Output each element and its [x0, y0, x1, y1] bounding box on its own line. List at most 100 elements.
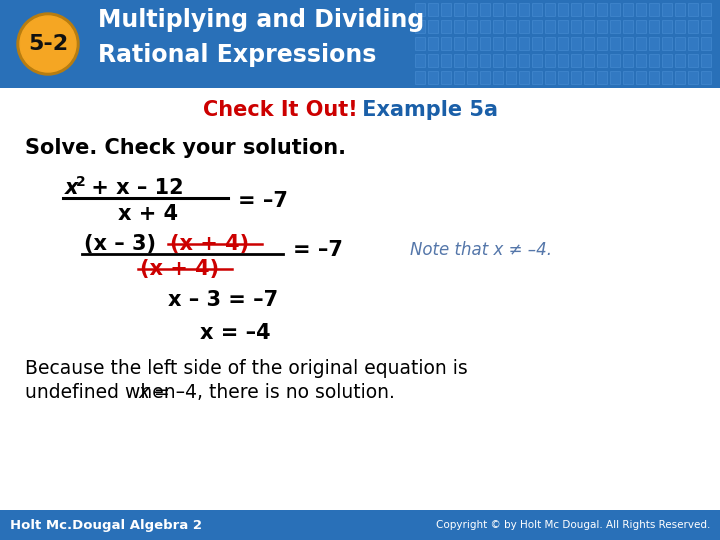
- Bar: [532, 3, 542, 16]
- Text: = –7: = –7: [293, 240, 343, 260]
- Bar: [441, 54, 451, 67]
- Text: (x + 4): (x + 4): [170, 234, 249, 254]
- Bar: [506, 37, 516, 50]
- Bar: [441, 20, 451, 33]
- Bar: [415, 54, 425, 67]
- Text: (x – 3): (x – 3): [84, 234, 156, 254]
- Bar: [428, 3, 438, 16]
- Bar: [480, 37, 490, 50]
- Bar: [584, 3, 594, 16]
- Circle shape: [17, 13, 79, 75]
- Text: Check It Out!: Check It Out!: [203, 100, 358, 120]
- Bar: [506, 3, 516, 16]
- Text: Multiplying and Dividing: Multiplying and Dividing: [98, 8, 424, 32]
- Bar: [441, 37, 451, 50]
- Bar: [415, 3, 425, 16]
- Bar: [545, 37, 555, 50]
- Bar: [441, 71, 451, 84]
- Bar: [519, 37, 529, 50]
- Bar: [701, 37, 711, 50]
- Bar: [662, 71, 672, 84]
- Bar: [688, 54, 698, 67]
- Bar: [649, 3, 659, 16]
- Bar: [532, 20, 542, 33]
- Bar: [519, 71, 529, 84]
- Text: x: x: [65, 178, 78, 198]
- Bar: [662, 37, 672, 50]
- Bar: [662, 54, 672, 67]
- Bar: [545, 20, 555, 33]
- Bar: [571, 20, 581, 33]
- Bar: [584, 54, 594, 67]
- Bar: [532, 37, 542, 50]
- Text: undefined when: undefined when: [25, 382, 181, 402]
- Bar: [636, 71, 646, 84]
- Bar: [597, 54, 607, 67]
- Bar: [610, 37, 620, 50]
- Bar: [675, 37, 685, 50]
- Bar: [610, 3, 620, 16]
- Bar: [415, 37, 425, 50]
- Bar: [467, 37, 477, 50]
- Bar: [675, 20, 685, 33]
- Bar: [597, 71, 607, 84]
- Bar: [688, 3, 698, 16]
- Bar: [454, 71, 464, 84]
- Bar: [454, 37, 464, 50]
- Bar: [415, 71, 425, 84]
- Bar: [532, 54, 542, 67]
- Bar: [571, 37, 581, 50]
- Text: Solve. Check your solution.: Solve. Check your solution.: [25, 138, 346, 158]
- Bar: [675, 54, 685, 67]
- Text: x = –4: x = –4: [200, 323, 271, 343]
- Bar: [428, 71, 438, 84]
- Text: x + 4: x + 4: [118, 204, 178, 224]
- Bar: [454, 20, 464, 33]
- Bar: [688, 37, 698, 50]
- Bar: [506, 71, 516, 84]
- Bar: [649, 37, 659, 50]
- Bar: [480, 54, 490, 67]
- Bar: [545, 71, 555, 84]
- Bar: [519, 20, 529, 33]
- Bar: [597, 3, 607, 16]
- Bar: [675, 3, 685, 16]
- Bar: [558, 37, 568, 50]
- Text: 5-2: 5-2: [28, 34, 68, 54]
- Bar: [558, 54, 568, 67]
- Bar: [597, 37, 607, 50]
- Bar: [467, 71, 477, 84]
- Bar: [493, 3, 503, 16]
- Bar: [571, 3, 581, 16]
- Bar: [545, 3, 555, 16]
- Bar: [467, 54, 477, 67]
- Bar: [519, 54, 529, 67]
- Bar: [649, 54, 659, 67]
- Bar: [636, 3, 646, 16]
- Bar: [428, 54, 438, 67]
- Bar: [662, 3, 672, 16]
- Bar: [701, 71, 711, 84]
- Circle shape: [20, 16, 76, 72]
- Bar: [480, 71, 490, 84]
- Bar: [441, 3, 451, 16]
- Text: Example 5a: Example 5a: [355, 100, 498, 120]
- Bar: [701, 54, 711, 67]
- Bar: [623, 20, 633, 33]
- Text: + x – 12: + x – 12: [84, 178, 184, 198]
- Text: (x + 4): (x + 4): [140, 259, 219, 279]
- Bar: [675, 71, 685, 84]
- Bar: [623, 37, 633, 50]
- Bar: [493, 54, 503, 67]
- Bar: [584, 71, 594, 84]
- Bar: [610, 54, 620, 67]
- Text: Rational Expressions: Rational Expressions: [98, 43, 377, 67]
- Bar: [584, 37, 594, 50]
- Bar: [662, 20, 672, 33]
- Bar: [558, 20, 568, 33]
- Bar: [493, 37, 503, 50]
- Text: Copyright © by Holt Mc Dougal. All Rights Reserved.: Copyright © by Holt Mc Dougal. All Right…: [436, 520, 710, 530]
- Bar: [545, 54, 555, 67]
- Text: = –4, there is no solution.: = –4, there is no solution.: [148, 382, 395, 402]
- Bar: [480, 20, 490, 33]
